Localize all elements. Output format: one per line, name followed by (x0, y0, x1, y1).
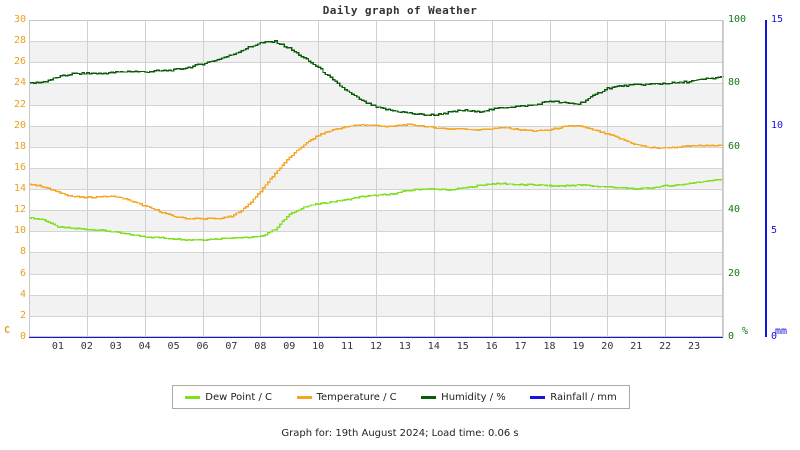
x-axis-tick-label: 16 (485, 341, 498, 352)
x-axis-tick-label: 14 (427, 341, 440, 352)
gridline-vertical (87, 20, 88, 337)
gridline-vertical (376, 20, 377, 337)
x-axis-tick-label: 08 (254, 341, 267, 352)
x-axis-tick-label: 21 (630, 341, 643, 352)
page-title: Daily graph of Weather (322, 4, 478, 17)
plot-area (29, 20, 724, 338)
left-axis-tick-label: 12 (13, 204, 26, 216)
x-axis-tick-label: 05 (167, 341, 180, 352)
left-axis-tick-label: 0 (19, 331, 26, 342)
series-line-humidity (29, 40, 724, 117)
legend-item-label: Temperature / C (316, 391, 397, 403)
rainfall-axis-unit: mm (775, 326, 788, 337)
x-axis-tick-label: 10 (312, 341, 325, 352)
gridline-vertical (434, 20, 435, 337)
series-line-temperature (29, 123, 724, 220)
humidity-axis-tick-label: 0 (728, 331, 735, 342)
left-axis-tick-label: 4 (19, 288, 26, 300)
legend-swatch-icon (296, 395, 312, 399)
legend-swatch-icon (421, 395, 437, 399)
humidity-axis-tick-label: 60 (728, 140, 741, 152)
left-axis-tick-label: 8 (19, 246, 26, 258)
x-axis-tick-label: 15 (456, 341, 469, 352)
rainfall-axis-tick-label: 0 (771, 331, 778, 342)
x-axis-tick-label: 04 (138, 341, 151, 352)
gridline-vertical (665, 20, 666, 337)
left-axis-tick-label: 10 (13, 225, 26, 237)
x-axis-tick-label: 02 (80, 341, 93, 352)
legend-item-label: Dew Point / C (205, 391, 273, 403)
humidity-axis-unit: % (742, 326, 749, 337)
rainfall-axis-tick-label: 10 (771, 119, 784, 131)
gridline-vertical (145, 20, 146, 337)
x-axis-tick-label: 03 (109, 341, 122, 352)
left-axis-tick-label: 16 (13, 161, 26, 173)
legend-item[interactable]: Dew Point / C (185, 392, 272, 403)
x-axis-tick-label: 11 (341, 341, 354, 352)
x-axis-tick-label: 07 (225, 341, 238, 352)
left-axis-tick-label: 24 (13, 77, 26, 89)
x-axis-tick-label: 18 (543, 341, 556, 352)
x-axis-tick-label: 12 (369, 341, 383, 352)
x-axis-tick-label: 13 (398, 341, 411, 352)
footer-caption: Graph for: 19th August 2024; Load time: … (281, 428, 519, 439)
x-axis-tick-label: 22 (659, 341, 672, 352)
left-axis-tick-label: 20 (13, 119, 26, 131)
legend-item-label: Rainfall / mm (550, 391, 617, 403)
left-axis-tick-label: 14 (13, 183, 26, 195)
legend-swatch-icon (530, 395, 546, 399)
x-axis-tick-label: 09 (283, 341, 296, 352)
x-axis-tick-label: 06 (196, 341, 209, 352)
gridline-vertical (492, 20, 493, 337)
gridline-vertical (550, 20, 551, 337)
x-axis-tick-label: 20 (601, 341, 614, 352)
humidity-axis-tick-label: 40 (728, 204, 741, 216)
left-axis-unit: C (4, 325, 11, 336)
legend-item[interactable]: Humidity / % (421, 392, 506, 403)
left-axis-tick-label: 26 (13, 56, 26, 68)
left-axis-tick-label: 18 (13, 140, 26, 152)
gridline-vertical (607, 20, 608, 337)
legend-swatch-icon (185, 395, 201, 399)
humidity-axis-tick-label: 80 (728, 77, 741, 89)
legend: Dew Point / C Temperature / C Humidity / %… (172, 385, 630, 409)
x-axis-tick-label: 19 (572, 341, 585, 352)
rainfall-axis-tick-label: 15 (771, 14, 784, 25)
series-lines (29, 40, 724, 338)
legend-item[interactable]: Temperature / C (296, 391, 397, 403)
left-axis-tick-label: 2 (19, 309, 26, 321)
legend-item-label: Humidity / % (441, 391, 506, 403)
x-axis-tick-label: 01 (51, 341, 64, 352)
x-axis-tick-label: 17 (514, 341, 527, 352)
gridline-vertical (723, 20, 724, 337)
left-axis-tick-label: 6 (19, 267, 26, 279)
series-line-dew-point (29, 178, 724, 241)
left-axis-tick-label: 30 (13, 14, 26, 25)
rainfall-axis-tick-label: 5 (771, 225, 778, 237)
gridline-vertical (318, 20, 319, 337)
rainfall-axis-line (765, 20, 767, 337)
left-axis-tick-label: 22 (13, 98, 26, 110)
humidity-axis-tick-label: 100 (728, 14, 747, 25)
gridline-vertical (260, 20, 261, 337)
x-axis-tick-label: 23 (688, 341, 701, 352)
legend-item[interactable]: Rainfall / mm (530, 391, 617, 403)
gridline-vertical (203, 20, 204, 337)
left-axis-tick-label: 28 (13, 35, 26, 47)
humidity-axis-tick-label: 20 (728, 267, 741, 279)
